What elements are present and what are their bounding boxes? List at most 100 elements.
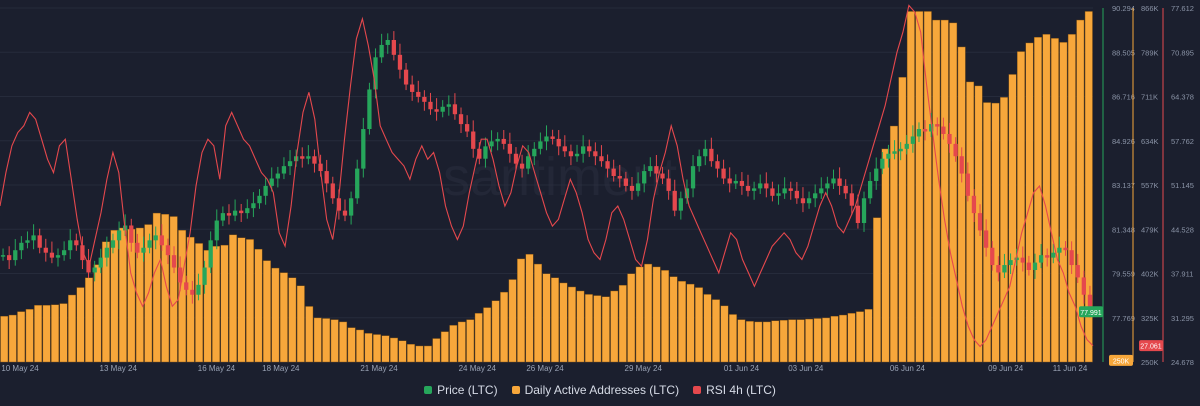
price-candle-body [617,176,622,179]
price-candle-body [397,54,403,70]
y-tick-label-daa: 711K [1141,93,1158,102]
price-candle-body [464,124,470,132]
price-candle-body [330,183,335,199]
daa-bar [279,272,288,363]
daa-bar [1084,11,1093,363]
daa-bar [423,345,432,363]
price-candle-body [916,129,922,137]
price-candle-body [373,57,378,90]
daa-bar [898,77,907,363]
daa-bar [737,319,746,363]
price-candle-body [513,153,519,164]
daa-bar [940,19,949,363]
price-candle-body [965,173,970,196]
price-candle-body [611,168,616,177]
price-candle-body [538,141,543,149]
price-candle-body [410,84,415,92]
price-candle-body [910,136,916,144]
price-candle-body [287,161,293,167]
price-candle-body [428,101,433,110]
price-candle-body [55,255,61,258]
y-tick-label-daa: 634K [1141,137,1159,146]
price-candle-body [202,267,207,285]
price-candle-body [379,44,384,58]
daa-bar [34,305,43,363]
price-candle-body [941,126,946,134]
legend-label-rsi: RSI 4h (LTC) [706,383,776,397]
price-candle-body [599,156,604,162]
y-tick-label-price: 86.716 [1112,93,1135,102]
daa-bar [881,148,890,363]
daa-bar [254,248,263,363]
daa-bar [220,244,229,363]
price-candle-body [98,257,103,268]
y-tick-label-daa: 402K [1141,270,1159,279]
price-candle-body [49,252,55,258]
daa-bar [618,285,627,363]
daa-bar [949,22,958,363]
y-tick-label-rsi: 70.895 [1171,48,1194,57]
daa-bar [457,321,466,363]
daa-bar [932,19,941,363]
price-candle-body [7,255,12,261]
price-candle-body [861,198,867,224]
price-candle-body [31,235,36,241]
price-candle-body [477,148,482,159]
price-candle-body [25,240,30,243]
daa-bar [991,102,1000,363]
current-value-badge-rsi [1139,340,1163,352]
daa-bar [669,276,678,363]
price-candle-body [977,213,983,231]
daa-bar [635,266,644,363]
daa-bar [1008,74,1017,363]
price-candle-body [849,193,854,206]
daa-bar [101,241,110,363]
daa-bar [847,313,856,363]
daa-bar [322,318,331,363]
daa-bar [390,337,398,363]
price-candle-body [348,198,354,216]
y-tick-label-daa: 325K [1141,314,1159,323]
y-tick-label-daa: 250K [1141,358,1159,367]
price-candle-body [306,156,311,159]
price-candle-body [825,183,830,189]
x-tick-label: 03 Jun 24 [788,364,824,373]
price-candle-body [574,153,580,157]
daa-bar [262,260,271,363]
price-candle-body [739,180,745,186]
price-candle-body [526,156,531,169]
price-candle-body [794,190,799,199]
daa-bar [856,311,864,363]
price-candle-body [544,136,549,142]
price-candle-body [159,235,164,246]
price-candle-body [208,240,213,268]
legend-item-daa[interactable]: Daily Active Addresses (LTC) [511,383,679,397]
legend-item-price[interactable]: Price (LTC) [424,383,498,397]
price-candle-body [342,210,348,216]
price-candle-body [898,148,903,152]
price-candle-body [672,190,677,211]
daa-bar [830,315,839,363]
price-candle-body [300,156,305,159]
price-candle-body [416,91,421,97]
daa-bar [237,237,246,363]
price-candle-body [239,210,244,214]
daa-bar [474,313,483,363]
price-candle-body [587,146,592,152]
price-candle-body [141,247,146,253]
price-candle-body [0,255,6,257]
daa-bar [712,299,720,363]
price-candle-body [953,143,958,157]
x-tick-label: 21 May 24 [360,364,398,373]
daa-bar [288,277,297,363]
price-candle-body [984,230,989,248]
price-candle-body [403,69,409,85]
daa-bar [59,303,68,363]
legend-item-rsi[interactable]: RSI 4h (LTC) [693,383,776,397]
daa-bar [720,305,729,363]
daa-bar [754,321,763,363]
price-candle-body [782,188,787,194]
price-candle-body [929,124,934,132]
daa-bar [347,327,356,363]
price-candle-body [452,104,458,115]
